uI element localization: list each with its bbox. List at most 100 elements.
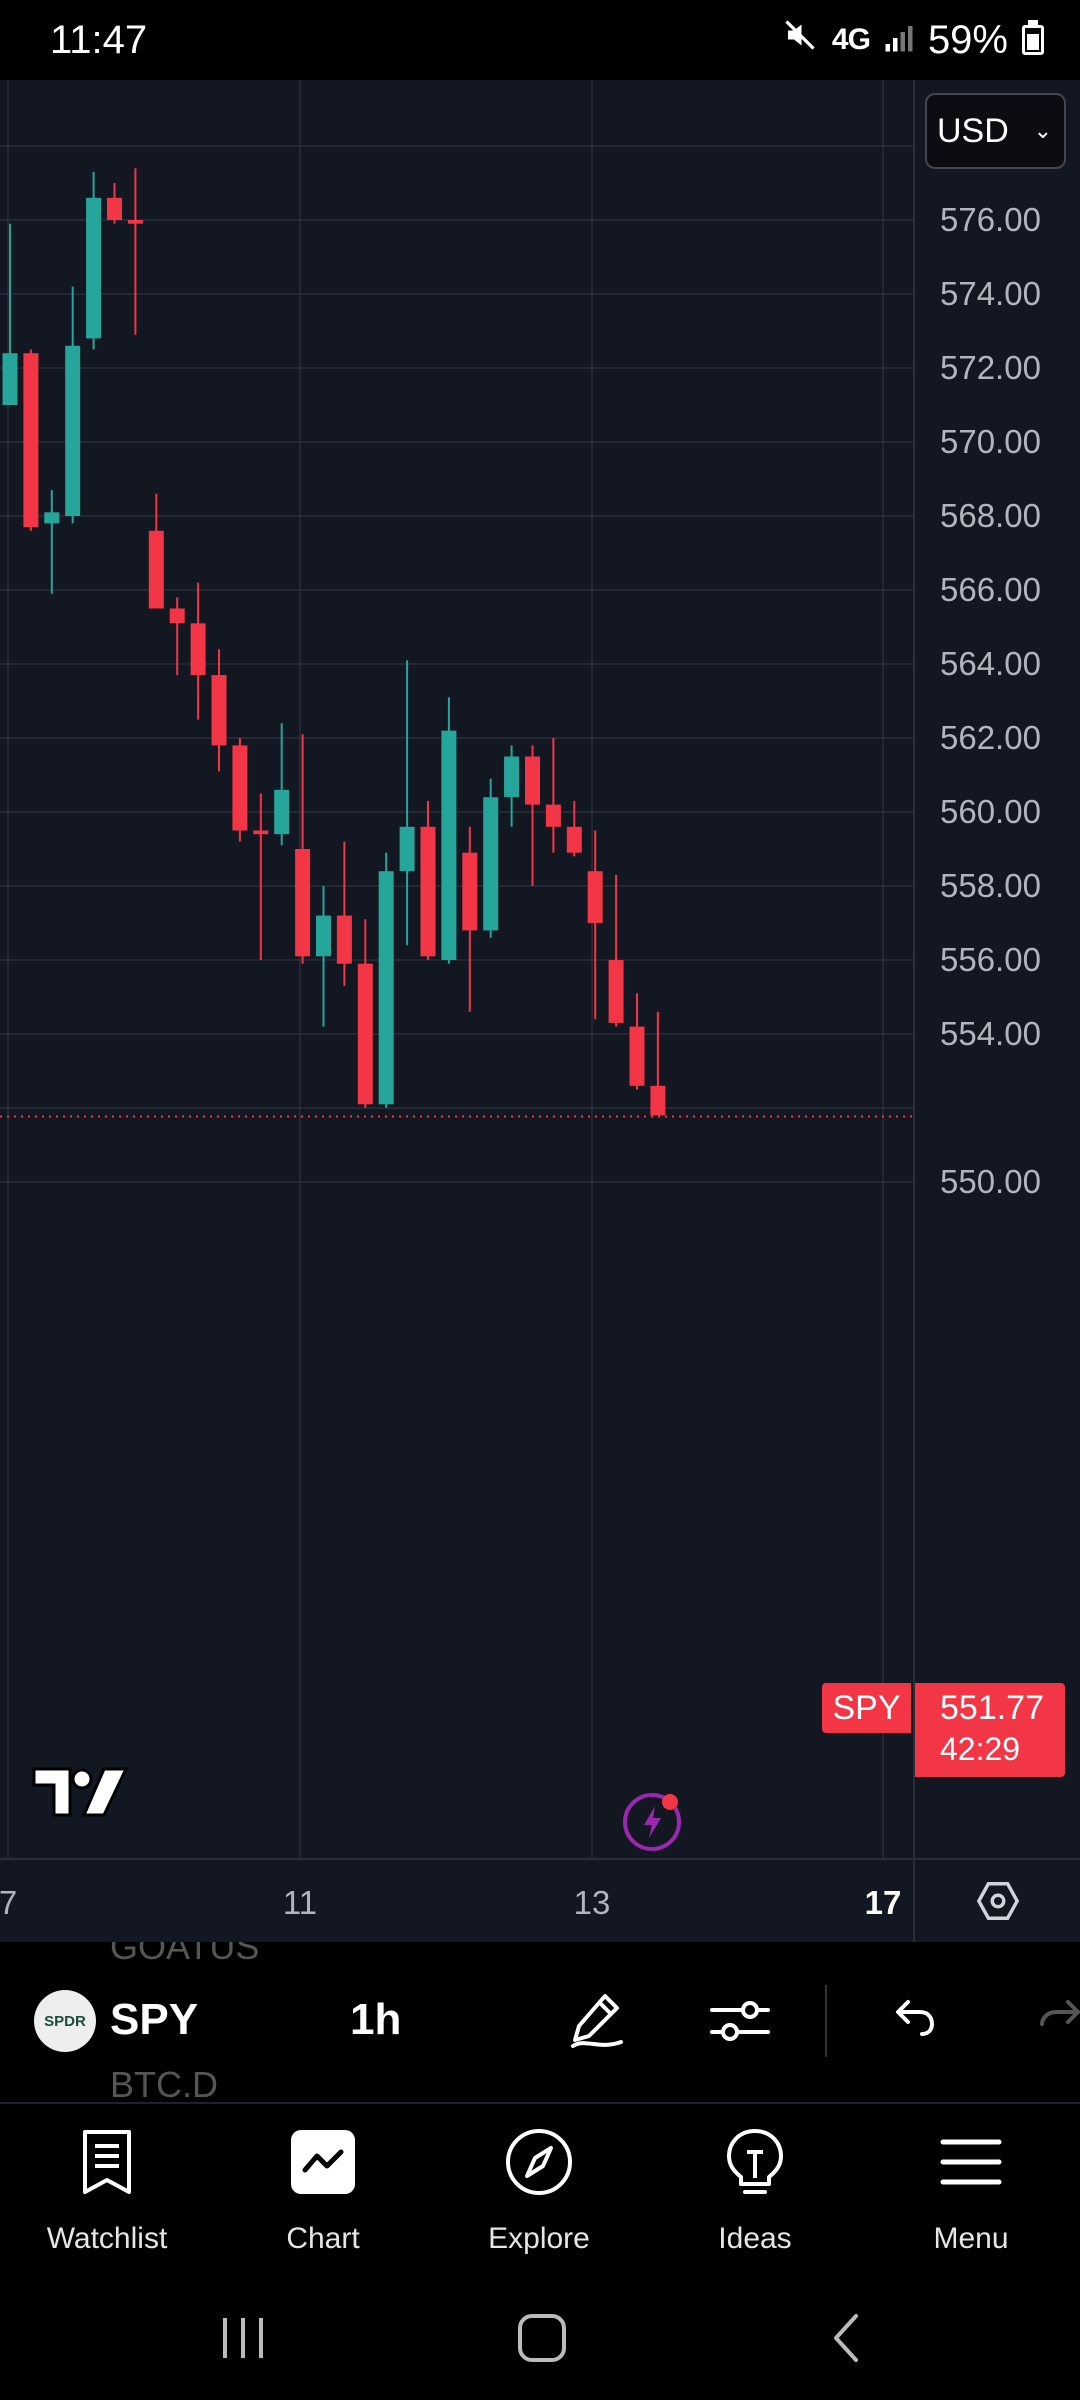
pencil-icon bbox=[571, 1994, 623, 2048]
candle-body bbox=[504, 756, 520, 798]
candle-body bbox=[107, 197, 122, 220]
bottom-navigation: Watchlist Chart Explore Ideas Menu bbox=[0, 2102, 1080, 2280]
candle-body bbox=[357, 963, 373, 1105]
watchlist-ghost-item: BTC.D bbox=[110, 2064, 218, 2102]
candle-body bbox=[566, 826, 582, 853]
candle-body bbox=[336, 915, 352, 964]
chart-settings-button[interactable] bbox=[913, 1858, 1080, 1942]
price-tick: 560.00 bbox=[940, 793, 1041, 830]
watchlist-ghost-item: GOATUS bbox=[110, 1942, 260, 1967]
hexagon-settings-icon bbox=[976, 1882, 1019, 1920]
candle-body bbox=[253, 830, 269, 835]
battery-percent: 59% bbox=[927, 17, 1008, 62]
nav-label: Ideas bbox=[718, 2222, 792, 2255]
price-tick: 566.00 bbox=[940, 571, 1041, 608]
mute-icon bbox=[782, 17, 818, 63]
nav-watchlist[interactable]: Watchlist bbox=[7, 2118, 207, 2268]
candle-body bbox=[65, 345, 81, 516]
time-tick: 7 bbox=[0, 1884, 18, 1921]
flash-alert-button[interactable] bbox=[620, 1788, 684, 1852]
price-tick: 558.00 bbox=[940, 867, 1041, 904]
currency-selector[interactable]: USD ⌄ bbox=[925, 93, 1066, 169]
candle-body bbox=[232, 745, 248, 831]
candle-body bbox=[148, 530, 164, 609]
nav-label: Watchlist bbox=[46, 2222, 168, 2255]
time-tick: 11 bbox=[282, 1884, 318, 1921]
candle-body bbox=[2, 353, 18, 405]
compass-icon bbox=[506, 2129, 572, 2195]
chart-toolbar: GOATUS BTC.D bbox=[0, 1942, 1080, 2102]
nav-label: Explore bbox=[488, 2222, 590, 2255]
chevron-down-icon: ⌄ bbox=[1033, 118, 1052, 143]
home-icon[interactable] bbox=[514, 2308, 570, 2368]
nav-label: Chart bbox=[286, 2222, 360, 2255]
recent-apps-icon[interactable] bbox=[215, 2310, 271, 2366]
tradingview-logo bbox=[32, 1765, 129, 1824]
chart-icon bbox=[291, 2130, 355, 2194]
price-tick: 570.00 bbox=[940, 423, 1041, 460]
time-tick: 17 bbox=[864, 1884, 902, 1921]
price-chart[interactable] bbox=[0, 80, 1080, 1858]
toolbar-divider bbox=[825, 1985, 827, 2057]
interval-button[interactable]: 1h bbox=[350, 1995, 402, 2044]
candle-body bbox=[378, 871, 394, 1105]
battery-icon bbox=[1022, 20, 1044, 55]
status-icons: 4G 59% bbox=[782, 18, 1044, 62]
currency-label: USD bbox=[937, 111, 1009, 150]
candle-body bbox=[169, 608, 185, 624]
candle-body bbox=[629, 1026, 645, 1086]
symbol-search-button[interactable]: SPY bbox=[110, 1995, 199, 2044]
network-type: 4G bbox=[831, 23, 871, 56]
price-tick: 550.00 bbox=[940, 1163, 1041, 1200]
nav-menu[interactable]: Menu bbox=[871, 2118, 1071, 2268]
last-price-symbol-tag: SPY bbox=[822, 1683, 911, 1733]
sliders-icon bbox=[710, 2001, 770, 2041]
symbol-logo[interactable]: SPDR bbox=[34, 1990, 96, 2052]
candle-body bbox=[190, 623, 206, 676]
price-axis[interactable]: 578.00576.00574.00572.00570.00568.00566.… bbox=[913, 80, 1080, 1858]
candle-body bbox=[650, 1085, 666, 1116]
status-bar: 11:47 4G 59% bbox=[0, 0, 1080, 80]
drawing-tools-button[interactable] bbox=[565, 1988, 629, 2057]
bar-countdown: 42:29 bbox=[940, 1731, 1021, 1767]
nav-ideas[interactable]: Ideas bbox=[655, 2118, 855, 2268]
candle-body bbox=[295, 849, 311, 957]
nav-label: Menu bbox=[933, 2222, 1009, 2255]
nav-explore[interactable]: Explore bbox=[439, 2118, 639, 2268]
candlestick-chart[interactable] bbox=[0, 80, 913, 1858]
lightning-icon bbox=[623, 1793, 681, 1851]
time-axis[interactable]: 7 11 13 17 bbox=[0, 1858, 913, 1942]
candle-body bbox=[462, 852, 478, 931]
indicators-button[interactable] bbox=[708, 1988, 772, 2057]
redo-button[interactable] bbox=[1032, 1988, 1080, 2057]
redo-icon bbox=[1040, 2000, 1080, 2026]
watchlist-icon bbox=[83, 2130, 131, 2194]
undo-button[interactable] bbox=[880, 1988, 944, 2057]
hamburger-menu-icon bbox=[940, 2139, 1002, 2185]
candle-body bbox=[127, 220, 143, 224]
candle-body bbox=[399, 826, 415, 872]
price-tick: 556.00 bbox=[940, 941, 1041, 978]
candle-body bbox=[545, 804, 561, 827]
candle-body bbox=[587, 871, 603, 923]
candle-body bbox=[441, 730, 457, 960]
last-price-tag: 551.77 42:29 bbox=[915, 1683, 1065, 1777]
price-tick: 568.00 bbox=[940, 497, 1041, 534]
system-navigation-bar bbox=[0, 2280, 1080, 2400]
price-tick: 574.00 bbox=[940, 275, 1041, 312]
price-tick: 572.00 bbox=[940, 349, 1041, 386]
signal-icon bbox=[884, 18, 914, 63]
undo-icon bbox=[896, 2000, 935, 2036]
nav-chart[interactable]: Chart bbox=[223, 2118, 423, 2268]
candle-body bbox=[23, 353, 39, 528]
candle-body bbox=[608, 960, 624, 1023]
status-time: 11:47 bbox=[50, 18, 148, 62]
price-tick: 564.00 bbox=[940, 645, 1041, 682]
price-tick: 562.00 bbox=[940, 719, 1041, 756]
last-price-value: 551.77 bbox=[940, 1689, 1044, 1727]
price-tick: 554.00 bbox=[940, 1015, 1041, 1052]
candle-body bbox=[86, 197, 102, 339]
back-icon[interactable] bbox=[820, 2308, 876, 2368]
candle-body bbox=[525, 756, 540, 805]
candle-body bbox=[274, 789, 290, 835]
